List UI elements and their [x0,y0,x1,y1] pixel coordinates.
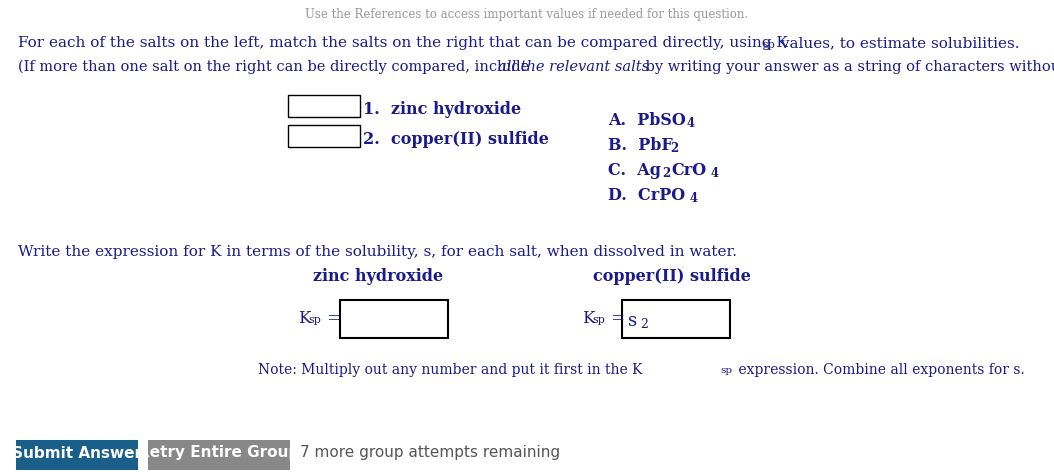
Text: Retry Entire Group: Retry Entire Group [138,446,299,461]
Text: zinc hydroxide: zinc hydroxide [313,268,443,285]
Text: by writing your answer as a string of characters without punctuation, e.g, ABC.): by writing your answer as a string of ch… [641,60,1054,75]
Text: C.  Ag: C. Ag [608,162,661,179]
Text: sp: sp [720,366,733,375]
Text: K: K [582,310,594,327]
Text: Submit Answer: Submit Answer [12,446,142,461]
Text: sp: sp [308,315,320,325]
Text: 4: 4 [690,192,698,205]
Text: s: s [628,312,637,330]
Text: values, to estimate solubilities.: values, to estimate solubilities. [776,36,1019,50]
Text: A.  PbSO: A. PbSO [608,112,686,129]
Text: B.  PbF: B. PbF [608,137,672,154]
Text: Use the References to access important values if needed for this question.: Use the References to access important v… [306,8,748,21]
Text: sp: sp [762,40,775,50]
Text: 2: 2 [662,167,670,180]
Text: =: = [606,310,625,327]
Text: K: K [298,310,311,327]
Text: D.  CrPO: D. CrPO [608,187,685,204]
Text: =: = [323,310,341,327]
Text: 2.  copper(II) sulfide: 2. copper(II) sulfide [363,131,549,148]
Text: 2: 2 [640,318,648,331]
FancyBboxPatch shape [148,440,290,470]
Text: 4: 4 [687,117,696,130]
Bar [288,125,360,147]
Text: 7 more group attempts remaining: 7 more group attempts remaining [300,446,560,461]
Text: 1.  zinc hydroxide: 1. zinc hydroxide [363,101,521,118]
Text: Write the expression for K in terms of the solubility, s, for each salt, when di: Write the expression for K in terms of t… [18,245,737,259]
Text: expression. Combine all exponents for s.: expression. Combine all exponents for s. [734,363,1024,377]
Text: copper(II) sulfide: copper(II) sulfide [593,268,750,285]
Text: For each of the salts on the left, match the salts on the right that can be comp: For each of the salts on the left, match… [18,36,787,50]
Bar [622,300,730,338]
Text: Note: Multiply out any number and put it first in the K: Note: Multiply out any number and put it… [258,363,643,377]
Text: 2: 2 [670,142,679,155]
Text: CrO: CrO [671,162,706,179]
Text: all the relevant salts: all the relevant salts [497,60,649,74]
FancyBboxPatch shape [16,440,138,470]
Text: sp: sp [592,315,605,325]
Text: (If more than one salt on the right can be directly compared, include: (If more than one salt on the right can … [18,60,534,75]
Bar [288,95,360,117]
Text: 4: 4 [711,167,719,180]
Bar [340,300,448,338]
